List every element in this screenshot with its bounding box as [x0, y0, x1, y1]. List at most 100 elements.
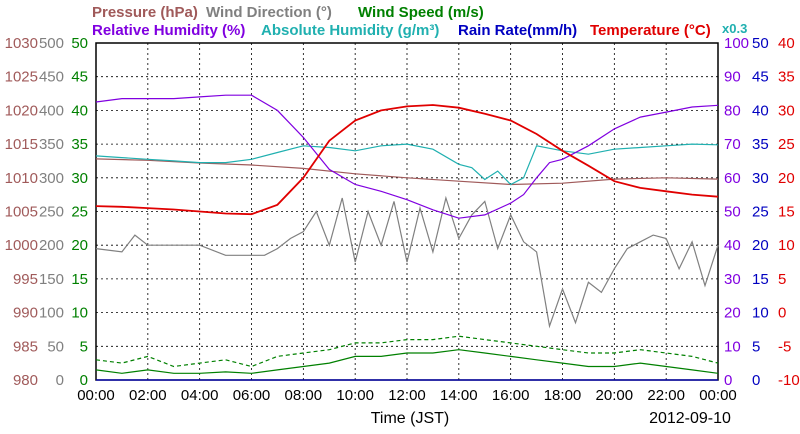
legend-wind-speed: Wind Speed (m/s)	[358, 4, 484, 21]
tick-label-temp: 35	[778, 69, 795, 86]
right-axes: 1009080706050403020100504540353025201510…	[724, 35, 800, 389]
tick-label-wind-dir: 400	[39, 102, 64, 119]
tick-label-temp: -10	[778, 372, 800, 389]
legend-ah: Absolute Humidity (g/m³)	[261, 22, 439, 39]
tick-label-wind-speed: 35	[71, 136, 88, 153]
x-tick-label: 12:00	[388, 387, 426, 404]
tick-label-wind-speed: 20	[71, 237, 88, 254]
x-tick-label: 02:00	[129, 387, 167, 404]
tick-label-wind-dir: 150	[39, 271, 64, 288]
x-tick-label: 22:00	[647, 387, 685, 404]
tick-label-wind-dir: 200	[39, 237, 64, 254]
series-line-temp	[95, 104, 719, 216]
tick-label-temp: 20	[778, 170, 795, 187]
tick-label-rain: 35	[752, 136, 769, 153]
tick-label-pressure: 1025	[5, 69, 38, 86]
tick-label-wind-speed: 45	[71, 69, 88, 86]
legend-rain: Rain Rate(mm/h)	[458, 22, 577, 39]
tick-label-pressure: 1030	[5, 35, 38, 52]
legend-multiplier: x0.3	[722, 21, 747, 36]
x-tick-label: 16:00	[492, 387, 530, 404]
tick-label-temp: 25	[778, 136, 795, 153]
x-axis-title: Time (JST)	[371, 410, 450, 427]
tick-label-wind-speed: 15	[71, 271, 88, 288]
tick-label-rh: 40	[724, 237, 741, 254]
x-tick-label: 18:00	[544, 387, 582, 404]
x-tick-label: 14:00	[440, 387, 478, 404]
legend-wind-dir: Wind Direction (°)	[206, 4, 332, 21]
tick-label-rh: 70	[724, 136, 741, 153]
tick-label-wind-dir: 100	[39, 305, 64, 322]
tick-label-rh: 0	[724, 372, 732, 389]
tick-label-rain: 25	[752, 204, 769, 221]
tick-label-wind-speed: 10	[71, 305, 88, 322]
tick-label-pressure: 1000	[5, 237, 38, 254]
tick-label-rain: 0	[752, 372, 760, 389]
tick-label-rh: 80	[724, 102, 741, 119]
tick-label-rh: 90	[724, 69, 741, 86]
tick-label-temp: 10	[778, 237, 795, 254]
tick-label-wind-dir: 500	[39, 35, 64, 52]
tick-label-wind-speed: 40	[71, 102, 88, 119]
tick-label-wind-speed: 0	[80, 372, 88, 389]
legend-temp: Temperature (°C)	[590, 22, 711, 39]
tick-label-wind-dir: 50	[47, 338, 64, 355]
tick-label-wind-speed: 30	[71, 170, 88, 187]
x-tick-label: 20:00	[596, 387, 634, 404]
tick-label-rain: 10	[752, 305, 769, 322]
tick-label-pressure: 1015	[5, 136, 38, 153]
series-layer	[95, 94, 719, 381]
tick-label-pressure: 1010	[5, 170, 38, 187]
tick-label-wind-speed: 25	[71, 204, 88, 221]
x-tick-label: 10:00	[336, 387, 374, 404]
tick-label-rh: 20	[724, 305, 741, 322]
tick-label-temp: 15	[778, 204, 795, 221]
tick-label-rain: 45	[752, 69, 769, 86]
tick-label-temp: 30	[778, 102, 795, 119]
tick-label-rain: 40	[752, 102, 769, 119]
x-tick-label: 04:00	[181, 387, 219, 404]
tick-label-temp: 5	[778, 271, 786, 288]
series-line-ah	[95, 143, 719, 186]
tick-label-rh: 10	[724, 338, 741, 355]
series-line-wind-dir	[95, 195, 719, 329]
x-tick-label: 00:00	[699, 387, 737, 404]
tick-label-rain: 5	[752, 338, 760, 355]
tick-label-wind-dir: 300	[39, 170, 64, 187]
tick-label-rh: 100	[724, 35, 749, 52]
tick-label-wind-dir: 450	[39, 69, 64, 86]
tick-label-wind-speed: 50	[71, 35, 88, 52]
tick-label-pressure: 995	[13, 271, 38, 288]
tick-label-rh: 50	[724, 204, 741, 221]
legend-pressure: Pressure (hPa)	[92, 4, 198, 21]
x-axis: 00:00 02:00 04:00 06:00 08:00 10:00 12:00 14:00…	[77, 387, 737, 404]
tick-label-rain: 20	[752, 237, 769, 254]
series-line-wind-speed	[95, 349, 719, 374]
tick-label-rh: 30	[724, 271, 741, 288]
tick-label-rain: 50	[752, 35, 769, 52]
x-tick-label: 00:00	[77, 387, 115, 404]
tick-label-wind-dir: 350	[39, 136, 64, 153]
tick-label-pressure: 990	[13, 305, 38, 322]
tick-label-pressure: 985	[13, 338, 38, 355]
tick-label-temp: 40	[778, 35, 795, 52]
tick-label-pressure: 1020	[5, 102, 38, 119]
date-label: 2012-09-10	[649, 410, 731, 427]
x-tick-label: 08:00	[285, 387, 323, 404]
tick-label-wind-dir: 0	[56, 372, 64, 389]
series-line-wind-gust	[95, 335, 719, 368]
tick-label-temp: -5	[778, 338, 791, 355]
tick-label-wind-dir: 250	[39, 204, 64, 221]
left-axes: 1030102510201015101010051000995990985980…	[5, 35, 88, 389]
tick-label-rain: 30	[752, 170, 769, 187]
tick-label-pressure: 1005	[5, 204, 38, 221]
tick-label-temp: 0	[778, 305, 786, 322]
legend-rh: Relative Humidity (%)	[92, 22, 245, 39]
tick-label-wind-speed: 5	[80, 338, 88, 355]
legend: Pressure (hPa) Wind Direction (°) Wind Spe…	[92, 4, 747, 39]
x-tick-label: 06:00	[233, 387, 271, 404]
tick-label-pressure: 980	[13, 372, 38, 389]
tick-label-rain: 15	[752, 271, 769, 288]
series-line-pressure	[95, 158, 719, 186]
